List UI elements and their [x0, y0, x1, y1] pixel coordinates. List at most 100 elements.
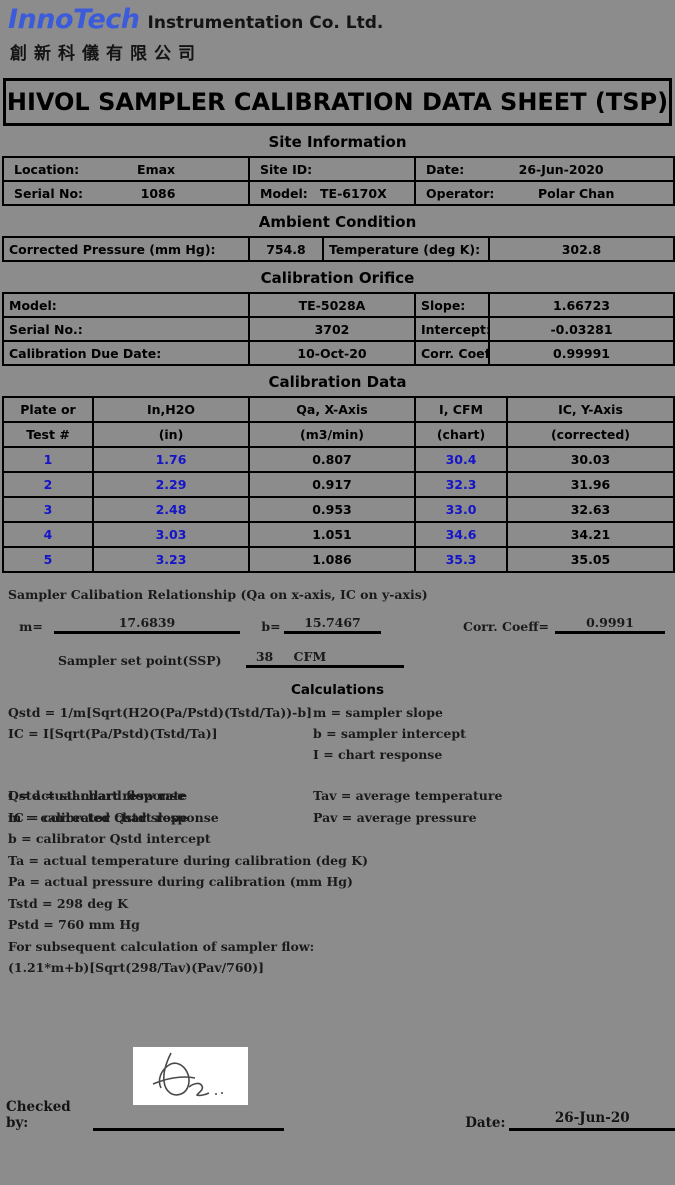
- definition-subsequent-formula: (1.21*m+b)[Sqrt(298/Tav)(Pav/760)]: [8, 960, 265, 975]
- cell-in-h2o[interactable]: 1.76: [92, 446, 250, 473]
- cell-in-h2o[interactable]: 2.29: [92, 471, 250, 498]
- temperature-value[interactable]: 302.8: [488, 236, 675, 262]
- location-value[interactable]: Emax: [137, 161, 176, 177]
- orifice-intercept-value[interactable]: -0.03281: [488, 316, 675, 342]
- cell-ic: 30.03: [506, 446, 675, 473]
- page-title-text: HIVOL SAMPLER CALIBRATION DATA SHEET (TS…: [6, 88, 669, 116]
- cell-in-h2o[interactable]: 3.03: [92, 521, 250, 548]
- table-header-row: Test # (in) (m3/min) (chart) (corrected): [2, 421, 675, 448]
- sampler-calibration-relationship: Sampler Calibation Relationship (Qa on x…: [2, 587, 673, 668]
- cell-qa: 0.953: [248, 496, 416, 523]
- formula-ic: IC = I[Sqrt(Pa/Pstd)(Tstd/Ta)]: [8, 726, 218, 741]
- operator-value[interactable]: Polar Chan: [537, 185, 615, 201]
- cell-in-h2o[interactable]: 2.48: [92, 496, 250, 523]
- model-label: Model:: [260, 185, 308, 201]
- cell-i-cfm[interactable]: 32.3: [414, 471, 508, 498]
- relationship-corr-coeff-value[interactable]: 0.9991: [555, 615, 665, 634]
- calculations-caption: Calculations: [291, 682, 384, 698]
- cell-test[interactable]: 5: [2, 546, 94, 573]
- ssp-value[interactable]: 38: [245, 649, 284, 668]
- cell-test[interactable]: 1: [2, 446, 94, 473]
- cell-qa: 0.807: [248, 446, 416, 473]
- serial-no-value[interactable]: 1086: [140, 185, 176, 201]
- orifice-model-value[interactable]: TE-5028A: [248, 292, 416, 318]
- relationship-values-row: m= 17.6839 b= 15.7467 Corr. Coeff= 0.999…: [8, 610, 667, 634]
- table-row: 2 2.29 0.917 32.3 31.96: [2, 471, 675, 498]
- header-qa-x-axis: Qa, X-Axis: [248, 396, 416, 423]
- table-row: 3 2.48 0.953 33.0 32.63: [2, 496, 675, 523]
- table-row: Calibration Due Date: 10-Oct-20 Corr. Co…: [2, 340, 675, 366]
- definitions-block: Qstd = standard flow rate IC = corrected…: [2, 765, 673, 828]
- orifice-model-label: Model:: [2, 292, 250, 318]
- corrected-pressure-label: Corrected Pressure (mm Hg):: [2, 236, 250, 262]
- cell-ic: 31.96: [506, 471, 675, 498]
- header-in-h2o: In,H2O: [92, 396, 250, 423]
- ssp-label: Sampler set point(SSP): [58, 653, 222, 668]
- site-information-table: Location: Emax Site ID: Date: 26-Jun-202…: [2, 156, 675, 206]
- cell-test[interactable]: 2: [2, 471, 94, 498]
- model-value[interactable]: TE-6170X: [320, 185, 387, 201]
- definitions-right: Tav = average temperature Pav = average …: [313, 785, 667, 828]
- definition-tstd: Tstd = 298 deg K: [8, 895, 128, 911]
- header-plate-or: Plate or: [2, 396, 94, 423]
- date-label: Date:: [426, 161, 465, 177]
- temperature-label: Temperature (deg K):: [322, 236, 490, 262]
- table-row: Corrected Pressure (mm Hg): 754.8 Temper…: [2, 236, 675, 262]
- site-id-cell: Site ID:: [248, 156, 416, 182]
- definition-m: m = calibrator Qstd slope: [8, 809, 188, 825]
- cell-i-cfm[interactable]: 33.0: [414, 496, 508, 523]
- definition-qstd: Qstd = standard flow rate: [8, 788, 188, 803]
- b-label: b=: [261, 619, 281, 634]
- definition-i: I = actual chart response: [8, 788, 186, 803]
- orifice-slope-value[interactable]: 1.66723: [488, 292, 675, 318]
- orifice-due-date-label: Calibration Due Date:: [2, 340, 250, 366]
- location-cell: Location: Emax: [2, 156, 250, 182]
- date-value[interactable]: 26-Jun-2020: [518, 161, 604, 177]
- footer-date-label: Date:: [465, 1115, 506, 1131]
- orifice-intercept-label: Intercept:: [414, 316, 490, 342]
- table-row: Serial No: 1086 Model: TE-6170X Operator…: [2, 180, 675, 206]
- calibration-orifice-caption: Calibration Orifice: [260, 269, 415, 287]
- operator-label: Operator:: [426, 185, 495, 201]
- cell-in-h2o[interactable]: 3.23: [92, 546, 250, 573]
- orifice-serial-value[interactable]: 3702: [248, 316, 416, 342]
- orifice-due-date-value[interactable]: 10-Oct-20: [248, 340, 416, 366]
- symbol-tav: Tav = average temperature: [313, 788, 503, 803]
- table-row: 4 3.03 1.051 34.6 34.21: [2, 521, 675, 548]
- serial-no-cell: Serial No: 1086: [2, 180, 250, 206]
- footer-date-value[interactable]: 26-Jun-20: [509, 1110, 675, 1131]
- model-cell: Model: TE-6170X: [248, 180, 416, 206]
- company-name: Instrumentation Co. Ltd.: [147, 13, 384, 33]
- calculations-symbols: m = sampler slope b = sampler intercept …: [313, 702, 667, 765]
- cell-ic: 35.05: [506, 546, 675, 573]
- m-value[interactable]: 17.6839: [54, 615, 240, 634]
- site-information-caption: Site Information: [268, 133, 407, 151]
- cell-i-cfm[interactable]: 30.4: [414, 446, 508, 473]
- relationship-corr-coeff-label: Corr. Coeff=: [463, 619, 549, 634]
- corrected-pressure-value[interactable]: 754.8: [248, 236, 324, 262]
- cell-qa: 1.051: [248, 521, 416, 548]
- b-value[interactable]: 15.7467: [284, 615, 381, 634]
- orifice-corr-coeff-value[interactable]: 0.99991: [488, 340, 675, 366]
- cell-i-cfm[interactable]: 35.3: [414, 546, 508, 573]
- calibration-data-table: Plate or In,H2O Qa, X-Axis I, CFM IC, Y-…: [2, 396, 675, 573]
- checked-by-value[interactable]: [93, 1111, 284, 1131]
- footer-row: Checked by: Date: 26-Jun-20: [0, 1099, 675, 1131]
- table-row: 1 1.76 0.807 30.4 30.03: [2, 446, 675, 473]
- symbol-b: b = sampler intercept: [313, 726, 466, 741]
- cell-i-cfm[interactable]: 34.6: [414, 521, 508, 548]
- calculations-block: Qstd = 1/m[Sqrt(H2O(Pa/Pstd)(Tstd/Ta))-b…: [2, 698, 673, 765]
- calibration-data-caption: Calibration Data: [268, 373, 407, 391]
- definition-b: b = calibrator Qstd intercept: [8, 831, 211, 846]
- symbol-pav: Pav = average pressure: [313, 809, 477, 825]
- header-i-cfm: I, CFM: [414, 396, 508, 423]
- cell-test[interactable]: 4: [2, 521, 94, 548]
- date-cell: Date: 26-Jun-2020: [414, 156, 675, 182]
- header-unit-chart: (chart): [414, 421, 508, 448]
- symbol-i: I = chart response: [313, 747, 443, 762]
- relationship-title: Sampler Calibation Relationship (Qa on x…: [8, 587, 428, 602]
- cell-test[interactable]: 3: [2, 496, 94, 523]
- innotech-logo: InnoTech: [8, 4, 140, 35]
- table-row: 5 3.23 1.086 35.3 35.05: [2, 546, 675, 573]
- cell-ic: 34.21: [506, 521, 675, 548]
